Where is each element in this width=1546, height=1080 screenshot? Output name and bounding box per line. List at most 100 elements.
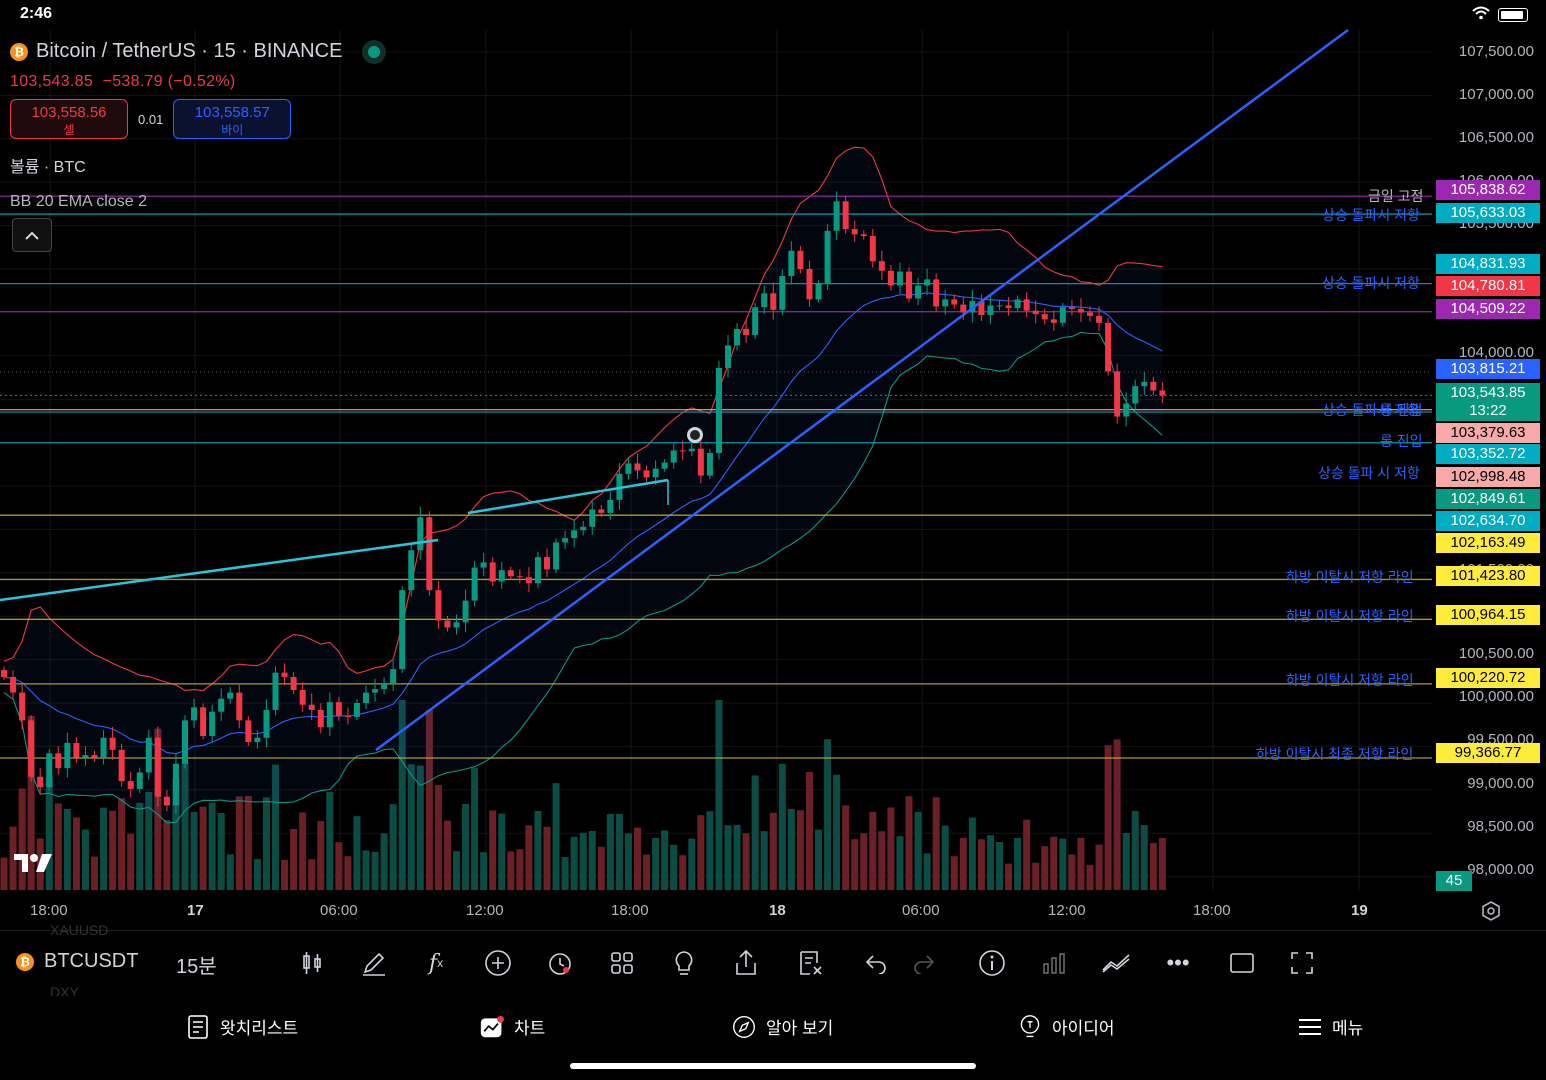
alarm-clock-face: [690, 430, 700, 440]
price-tag: 13:22: [1436, 401, 1540, 421]
price-chart[interactable]: [0, 0, 1546, 930]
price-tick: 100,000.00: [1458, 688, 1534, 705]
candle-body: [1087, 312, 1093, 316]
volume-bar: [950, 856, 958, 890]
candle-body: [19, 692, 26, 721]
sell-button[interactable]: 103,558.56 셀: [10, 99, 128, 139]
alert-clock-icon[interactable]: [542, 945, 578, 981]
price-tick: 98,500.00: [1467, 818, 1534, 835]
volume-bar: [1068, 854, 1076, 890]
nav-watchlist[interactable]: 왓치리스트: [186, 1014, 298, 1039]
buy-button[interactable]: 103,558.57 바이: [173, 99, 292, 139]
compare-lines-icon[interactable]: [1098, 945, 1134, 981]
candle-body: [317, 709, 324, 728]
candle-body: [580, 526, 587, 531]
volume-bar: [380, 833, 388, 890]
layout-grid-icon[interactable]: [604, 945, 640, 981]
nav-explore[interactable]: 알아 보기: [732, 1014, 833, 1039]
bb-upper: [3, 146, 1163, 692]
candle-body: [770, 293, 777, 310]
symbol-selector[interactable]: ₿ BTCUSDT: [16, 950, 138, 973]
volume-bar: [923, 853, 931, 890]
add-icon[interactable]: [480, 945, 516, 981]
candle-body: [743, 328, 750, 335]
price-tick: 100,500.00: [1458, 645, 1534, 662]
wifi-icon: [1472, 6, 1490, 23]
volume-bar: [579, 832, 587, 890]
ideas-bulb-icon: [1018, 1014, 1042, 1039]
candle-body: [996, 305, 1003, 307]
volume-bar: [941, 825, 949, 890]
candle-body: [254, 737, 261, 743]
candle-body: [344, 716, 351, 718]
candle-body: [1159, 390, 1166, 396]
volume-bar: [353, 816, 361, 890]
candle-body: [1068, 307, 1075, 309]
level-label: 하방 이탈시 저항 라인: [1286, 672, 1414, 688]
level-label: 금일 고점: [1368, 188, 1424, 204]
watchlist-icon: [186, 1014, 210, 1039]
volume-bar: [1050, 836, 1058, 890]
level-label: 상승 돌파시 저항: [1322, 275, 1420, 291]
compass-icon: [732, 1015, 756, 1039]
candle-body: [915, 285, 922, 299]
candle-body: [272, 672, 279, 710]
volume-bar: [389, 804, 397, 890]
fullscreen-rect-icon[interactable]: [1224, 945, 1260, 981]
price-change: −538.79 (−0.52%): [102, 73, 236, 90]
chart-settings-icon[interactable]: [1480, 900, 1502, 927]
volume-bar: [706, 811, 714, 890]
volume-bar: [724, 825, 732, 890]
volume-bar: [679, 855, 687, 890]
volume-legend[interactable]: 볼륨 · BTC: [10, 159, 86, 176]
volume-bar: [905, 796, 913, 890]
candle-body: [652, 468, 659, 478]
redo-icon[interactable]: [906, 945, 942, 981]
info-icon[interactable]: [974, 945, 1010, 981]
candle-body: [145, 737, 152, 773]
symbol-title[interactable]: Bitcoin / TetherUS · 15 · BINANCE: [36, 40, 343, 62]
candle-body: [308, 704, 315, 710]
volume-bar: [272, 764, 279, 890]
candle-body: [598, 509, 605, 513]
volume-bar: [860, 833, 868, 890]
volume-bar: [453, 851, 460, 890]
candle-body: [987, 305, 994, 316]
price-tag: 103,543.85: [1436, 383, 1540, 403]
interval-selector[interactable]: 15분: [176, 956, 217, 978]
volume-bar: [344, 856, 352, 890]
nav-menu[interactable]: 메뉴: [1298, 1014, 1363, 1039]
volume-bar: [281, 860, 289, 890]
volume-bar: [986, 835, 994, 890]
bar-chart-icon[interactable]: [1036, 945, 1072, 981]
drawing-pen-icon[interactable]: [356, 945, 392, 981]
candle-body: [1, 670, 7, 677]
candle-body: [679, 450, 686, 452]
undo-icon[interactable]: [858, 945, 894, 981]
candle-body: [761, 293, 768, 308]
collapse-legend-button[interactable]: [12, 218, 52, 252]
share-icon[interactable]: [728, 945, 764, 981]
candles-icon[interactable]: [294, 945, 330, 981]
price-tag: 103,379.63: [1436, 423, 1540, 443]
bb-fill: [4, 147, 1163, 823]
volume-bar: [742, 833, 750, 890]
price-tag: 103,352.72: [1436, 444, 1540, 464]
nav-ideas[interactable]: 아이디어: [1018, 1014, 1115, 1039]
more-icon[interactable]: •••: [1166, 950, 1190, 975]
candle-body: [788, 250, 795, 276]
candle-body: [942, 299, 949, 307]
volume-bar: [824, 739, 832, 890]
notes-icon[interactable]: [792, 945, 828, 981]
nav-chart[interactable]: 차트: [480, 1014, 545, 1039]
expand-icon[interactable]: [1284, 945, 1320, 981]
price-tick: 104,000.00: [1458, 344, 1534, 361]
indicator-legend[interactable]: BB 20 EMA close 2: [10, 193, 147, 210]
candle-body: [1132, 386, 1139, 404]
lightbulb-icon[interactable]: [666, 945, 702, 981]
volume-bar: [1158, 837, 1166, 890]
volume-bar: [1041, 846, 1049, 890]
volume-bar: [91, 856, 98, 890]
volume-bar: [878, 831, 886, 890]
